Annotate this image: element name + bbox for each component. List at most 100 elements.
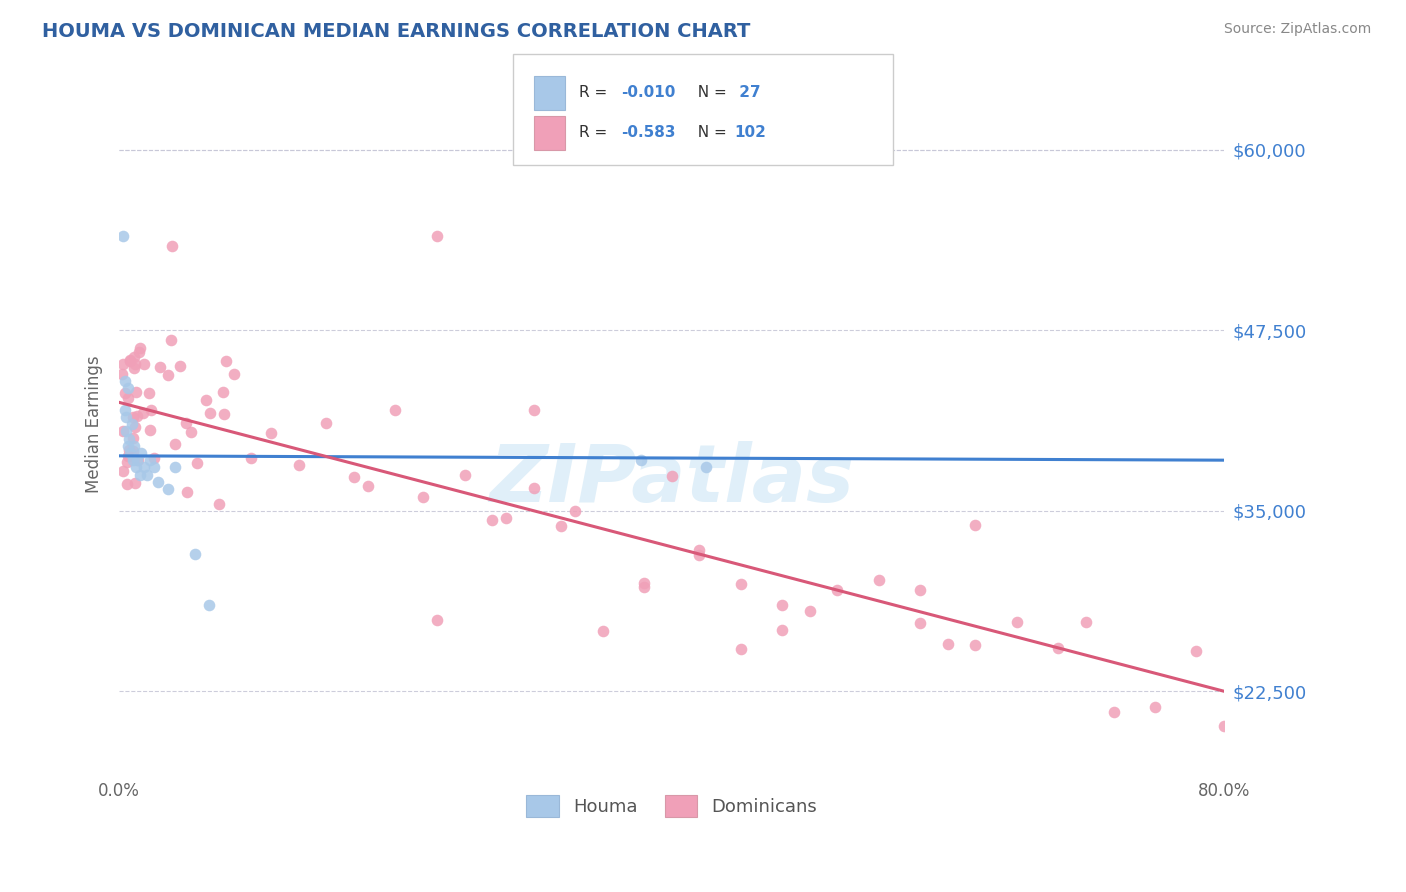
- Point: [163, 460, 186, 475]
- Point: [522, 402, 544, 417]
- Point: [222, 367, 245, 381]
- Point: [112, 229, 135, 244]
- Point: [115, 409, 138, 424]
- Point: [936, 637, 959, 651]
- Point: [564, 504, 586, 518]
- Point: [124, 357, 146, 371]
- Point: [495, 511, 517, 525]
- Point: [122, 431, 145, 445]
- Point: [174, 416, 197, 430]
- Point: [134, 357, 156, 371]
- Point: [124, 475, 146, 490]
- Point: [688, 548, 710, 562]
- Point: [138, 386, 160, 401]
- Point: [127, 453, 149, 467]
- Text: -0.010: -0.010: [621, 86, 676, 100]
- Point: [148, 360, 170, 375]
- Point: [426, 613, 449, 627]
- Point: [129, 467, 152, 482]
- Point: [165, 437, 187, 451]
- Point: [122, 350, 145, 364]
- Text: 27: 27: [734, 86, 761, 100]
- Point: [114, 402, 136, 417]
- Text: ZIPatlas: ZIPatlas: [489, 441, 855, 518]
- Point: [139, 402, 162, 417]
- Point: [688, 542, 710, 557]
- Point: [288, 458, 311, 472]
- Point: [125, 460, 148, 475]
- Point: [118, 442, 141, 457]
- Point: [1102, 705, 1125, 719]
- Point: [630, 453, 652, 467]
- Point: [453, 468, 475, 483]
- Point: [184, 547, 207, 561]
- Point: [138, 424, 160, 438]
- Point: [260, 426, 283, 441]
- Point: [138, 453, 160, 467]
- Point: [120, 353, 142, 368]
- Point: [827, 582, 849, 597]
- Point: [121, 417, 143, 431]
- Point: [176, 484, 198, 499]
- Point: [1143, 699, 1166, 714]
- Point: [550, 519, 572, 533]
- Point: [134, 460, 156, 475]
- Point: [115, 477, 138, 491]
- Point: [1047, 641, 1070, 656]
- Text: R =: R =: [579, 86, 613, 100]
- Point: [592, 624, 614, 638]
- Point: [910, 615, 932, 630]
- Point: [122, 453, 145, 467]
- Text: R =: R =: [579, 126, 613, 140]
- Point: [661, 468, 683, 483]
- Point: [118, 432, 141, 446]
- Y-axis label: Median Earnings: Median Earnings: [86, 355, 103, 493]
- Point: [1005, 615, 1028, 630]
- Point: [124, 420, 146, 434]
- Point: [118, 353, 141, 368]
- Point: [695, 460, 717, 475]
- Point: [112, 424, 135, 438]
- Point: [142, 460, 165, 475]
- Point: [121, 444, 143, 458]
- Text: N =: N =: [688, 126, 731, 140]
- Point: [186, 456, 208, 470]
- Point: [146, 475, 169, 489]
- Point: [114, 374, 136, 388]
- Text: -0.583: -0.583: [621, 126, 676, 140]
- Point: [142, 450, 165, 465]
- Point: [114, 385, 136, 400]
- Point: [157, 368, 180, 382]
- Point: [122, 361, 145, 376]
- Point: [156, 482, 179, 496]
- Point: [343, 469, 366, 483]
- Point: [965, 518, 987, 533]
- Point: [215, 354, 238, 368]
- Text: HOUMA VS DOMINICAN MEDIAN EARNINGS CORRELATION CHART: HOUMA VS DOMINICAN MEDIAN EARNINGS CORRE…: [42, 22, 751, 41]
- Point: [384, 403, 406, 417]
- Point: [122, 409, 145, 424]
- Point: [1213, 719, 1236, 733]
- Point: [111, 367, 134, 381]
- Point: [180, 425, 202, 439]
- Point: [730, 642, 752, 657]
- Point: [117, 381, 139, 395]
- Point: [128, 345, 150, 359]
- Point: [131, 446, 153, 460]
- Point: [211, 384, 233, 399]
- Legend: Houma, Dominicans: Houma, Dominicans: [519, 788, 824, 824]
- Point: [208, 497, 231, 511]
- Point: [799, 605, 821, 619]
- Text: Source: ZipAtlas.com: Source: ZipAtlas.com: [1223, 22, 1371, 37]
- Point: [910, 583, 932, 598]
- Point: [1074, 615, 1097, 629]
- Point: [633, 580, 655, 594]
- Point: [117, 439, 139, 453]
- Point: [770, 623, 793, 637]
- Point: [132, 405, 155, 419]
- Point: [125, 384, 148, 399]
- Point: [198, 598, 221, 612]
- Point: [127, 409, 149, 424]
- Point: [868, 574, 890, 588]
- Point: [357, 479, 380, 493]
